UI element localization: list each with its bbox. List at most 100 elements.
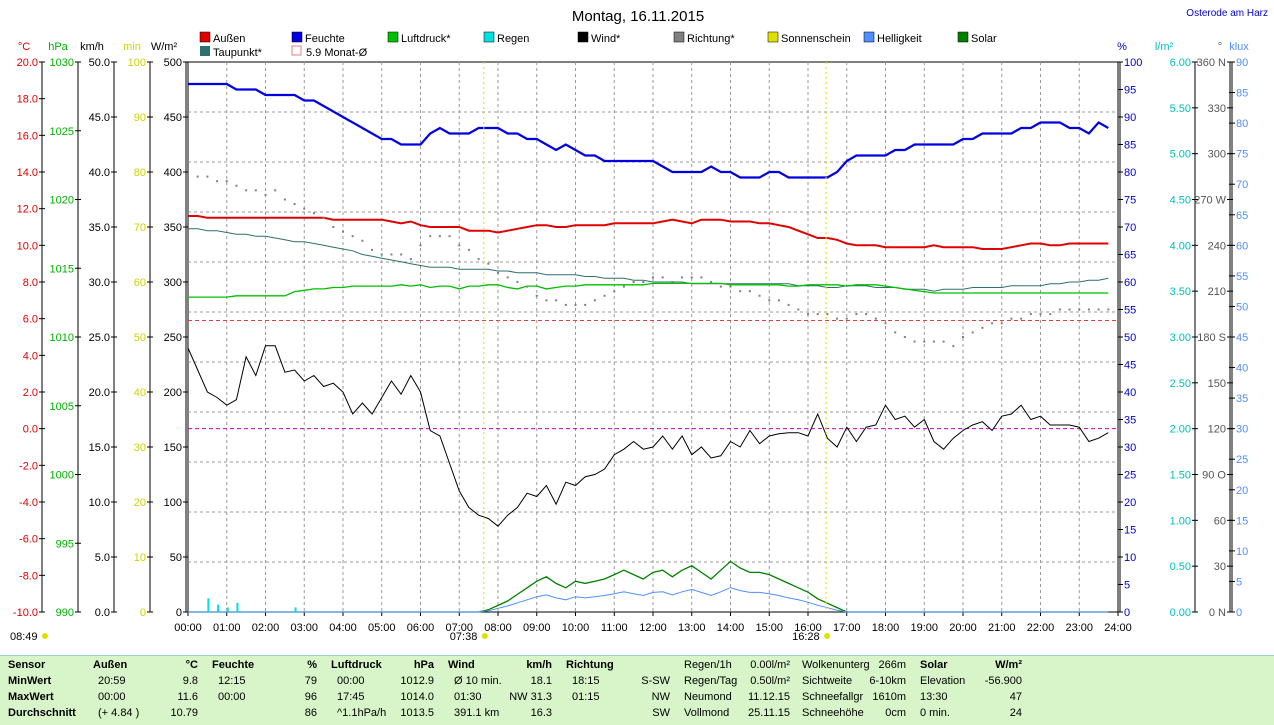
legend-swatch (291, 31, 303, 43)
direction-point (274, 189, 277, 192)
stats-cell: 0cm (885, 707, 906, 719)
time-tick-label: 09:00 (523, 622, 551, 634)
min-tick-label: 30 (134, 442, 146, 454)
stats-cell: 18:15 (572, 675, 600, 687)
direction-point (555, 299, 558, 302)
direction-point (748, 290, 751, 293)
direction-point (332, 226, 335, 228)
direction-point (729, 285, 732, 288)
pct-tick-label: 30 (1124, 442, 1136, 454)
axes: °C 20.0 18.0 16.0 14.0 12.0 10.0 8.0 6.0 4.0 2.0 0.… (13, 41, 1249, 634)
series-group (187, 82, 1110, 613)
temp-tick-label: 20.0 (17, 57, 38, 69)
deg-tick-label: 150 (1208, 378, 1226, 390)
time-tick-label: 22:00 (1027, 622, 1055, 634)
pct-tick-label: 5 (1124, 580, 1130, 592)
direction-point (1078, 308, 1081, 311)
stats-cell: NW (651, 691, 670, 703)
legend-label: Sonnenschein (781, 33, 851, 45)
stats-cell: 0.00l/m² (750, 659, 790, 671)
direction-point (962, 336, 964, 338)
direction-point (351, 235, 354, 238)
pct-tick-label: 20 (1124, 497, 1136, 509)
direction-point (913, 340, 916, 343)
klux-tick-label: 55 (1236, 271, 1248, 283)
temp-tick-label: 8.0 (23, 277, 38, 289)
temp-tick-label: -10.0 (13, 607, 38, 619)
deg-tick-label: 30 (1214, 561, 1226, 573)
direction-point (400, 253, 403, 256)
direction-point (884, 322, 887, 325)
klux-tick-label: 45 (1236, 332, 1248, 344)
kmh-tick-label: 20.0 (89, 387, 110, 399)
direction-point (506, 276, 509, 279)
direction-point (942, 340, 945, 343)
pct-tick-label: 75 (1124, 195, 1136, 207)
kmh-tick-label: 45.0 (89, 112, 110, 124)
deg-tick-label: 120 (1208, 424, 1226, 436)
legend-swatch (483, 31, 495, 43)
series-line-feuchte (188, 82, 1109, 179)
temp-tick-label: 10.0 (17, 240, 38, 252)
direction-point (1020, 317, 1023, 320)
hpa-tick-label: 1005 (50, 401, 74, 413)
direction-point (681, 276, 684, 279)
direction-point (855, 313, 858, 316)
klux-tick-label: 30 (1236, 424, 1248, 436)
kmh-tick-label: 5.0 (95, 552, 110, 564)
direction-point (380, 253, 383, 256)
min-tick-label: 70 (134, 222, 146, 234)
direction-point (768, 299, 771, 302)
direction-point (584, 303, 587, 306)
kmh-axis-unit: km/h (80, 41, 104, 53)
hpa-tick-label: 1010 (50, 332, 74, 344)
direction-point (971, 331, 974, 334)
stats-cell: 79 (304, 675, 317, 687)
lm2-tick-label: 5.00 (1170, 149, 1191, 161)
stats-cell: Richtung (566, 659, 614, 671)
stats-cell: 1013.5 (400, 707, 434, 719)
lm2-tick-label: 3.00 (1170, 332, 1191, 344)
pct-tick-label: 60 (1124, 277, 1136, 289)
stats-cell: Luftdruck (331, 659, 382, 671)
direction-point (254, 189, 257, 192)
lm2-tick-label: 3.50 (1170, 286, 1191, 298)
stats-cell: Elevation (920, 675, 966, 687)
direction-point (836, 317, 839, 320)
stats-cell: 1014.0 (400, 691, 434, 703)
direction-point (787, 303, 790, 306)
min-tick-label: 20 (134, 497, 146, 509)
stats-cell: 16.3 (530, 707, 552, 719)
pct-tick-label: 50 (1124, 332, 1136, 344)
wm2-tick-label: 450 (164, 112, 182, 124)
stats-cell: km/h (526, 659, 552, 671)
direction-point (429, 235, 432, 238)
klux-tick-label: 25 (1236, 454, 1248, 466)
direction-point (458, 244, 461, 247)
stats-cell: 00:00 (337, 675, 365, 687)
legend-label: Feuchte (305, 33, 345, 45)
temp-tick-label: -8.0 (19, 570, 38, 582)
direction-point (739, 290, 742, 293)
direction-point (1010, 317, 1013, 320)
series-line-wind (187, 345, 1109, 527)
klux-tick-label: 10 (1236, 546, 1248, 558)
direction-point (206, 175, 209, 178)
wm2-tick-label: 250 (164, 332, 182, 344)
lm2-tick-label: 0.00 (1170, 607, 1191, 619)
stats-cell: Sensor (8, 659, 46, 671)
series-line-luftdruck (188, 282, 1109, 298)
deg-tick-label: 210 (1208, 286, 1226, 298)
direction-point (1049, 313, 1052, 316)
time-tick-label: 20:00 (949, 622, 977, 634)
hpa-tick-label: 995 (56, 538, 74, 550)
legend-swatch (200, 46, 210, 56)
pct-tick-label: 80 (1124, 167, 1136, 179)
klux-tick-label: 90 (1236, 57, 1248, 69)
deg-tick-label: 0 N (1209, 607, 1226, 619)
legend-label: Helligkeit (877, 33, 922, 45)
stats-cell: hPa (413, 659, 434, 671)
direction-point (342, 230, 344, 233)
stats-cell: 86 (304, 707, 317, 719)
stats-cell: Wind (448, 659, 475, 671)
